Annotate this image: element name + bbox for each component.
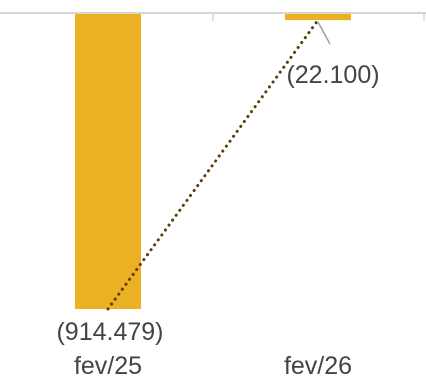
bar-fev-25 (75, 14, 141, 309)
bar-fev-26 (285, 14, 351, 21)
data-label-leader-line (317, 21, 331, 45)
category-tick-label: fev/26 (284, 352, 352, 380)
data-label: (22.100) (286, 61, 379, 89)
labels-group: fev/25 fev/26 (914.479) (22.100) (56, 61, 379, 380)
bars-group (75, 14, 351, 309)
data-label: (914.479) (56, 318, 163, 346)
trend-line (106, 18, 320, 311)
category-tick-label: fev/25 (74, 352, 142, 380)
